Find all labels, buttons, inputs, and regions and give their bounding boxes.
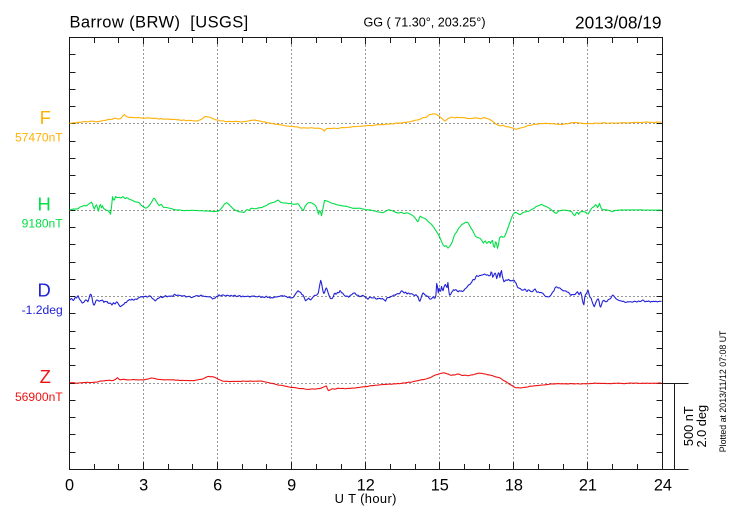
svg-text:GG ( 71.30°, 203.25°): GG ( 71.30°, 203.25°): [363, 16, 485, 30]
svg-text:0: 0: [65, 476, 74, 494]
svg-text:H: H: [38, 193, 51, 214]
svg-text:-1.2deg: -1.2deg: [22, 303, 63, 317]
svg-text:15: 15: [431, 476, 449, 494]
svg-text:24: 24: [654, 476, 672, 494]
svg-text:9: 9: [287, 476, 296, 494]
svg-text:21: 21: [579, 476, 597, 494]
svg-text:U T (hour): U T (hour): [335, 491, 397, 506]
svg-text:18: 18: [505, 476, 523, 494]
svg-text:Z: Z: [40, 366, 51, 387]
svg-text:57470nT: 57470nT: [15, 131, 63, 145]
svg-text:2.0 deg: 2.0 deg: [694, 405, 709, 448]
svg-text:9180nT: 9180nT: [22, 216, 64, 230]
svg-text:Plotted at 2013/11/12 07:08 UT: Plotted at 2013/11/12 07:08 UT: [718, 330, 728, 452]
svg-text:D: D: [38, 280, 51, 301]
svg-text:500 nT: 500 nT: [681, 406, 696, 446]
svg-text:56900nT: 56900nT: [15, 390, 63, 404]
svg-text:F: F: [40, 107, 51, 128]
svg-text:6: 6: [213, 476, 222, 494]
svg-text:12: 12: [357, 476, 375, 494]
svg-text:Barrow (BRW) [USGS]: Barrow (BRW) [USGS]: [70, 13, 249, 31]
svg-text:2013/08/19: 2013/08/19: [575, 13, 662, 33]
svg-text:3: 3: [139, 476, 148, 494]
